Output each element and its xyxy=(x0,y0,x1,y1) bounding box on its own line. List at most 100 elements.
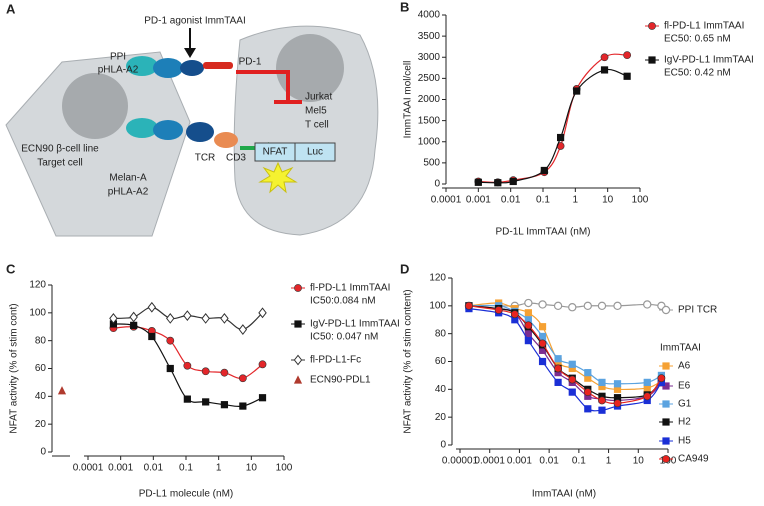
x-tick-label: 0.01 xyxy=(501,195,521,206)
point xyxy=(568,364,576,373)
x-tick-label: 0.1 xyxy=(179,463,193,474)
pd-1 xyxy=(203,62,233,69)
point xyxy=(613,394,622,402)
point xyxy=(294,320,302,328)
y-tick-label: 3500 xyxy=(418,31,441,42)
point xyxy=(661,305,671,315)
y-tick-label: 0 xyxy=(440,440,446,451)
y-tick-label: 0 xyxy=(40,447,46,458)
point xyxy=(538,332,547,341)
point xyxy=(584,405,592,413)
x-tick-label: 1 xyxy=(573,195,579,206)
label: PD-1 agonist ImmTAAI xyxy=(144,16,246,27)
point xyxy=(583,301,593,311)
arrow-head xyxy=(184,48,196,58)
point xyxy=(201,367,210,376)
point xyxy=(613,399,622,408)
point xyxy=(583,388,592,397)
y-tick-label: 1000 xyxy=(418,136,441,147)
label: T cell xyxy=(305,120,329,131)
point xyxy=(130,321,138,329)
point xyxy=(166,364,174,373)
y-tick-label: 20 xyxy=(435,412,447,423)
x-tick-label: 0.01 xyxy=(539,456,559,467)
point xyxy=(57,386,67,395)
x-tick-label: 10 xyxy=(602,195,614,206)
x-tick-label: 0.00001 xyxy=(442,456,479,467)
luc-box xyxy=(294,142,336,162)
point xyxy=(598,406,606,414)
point xyxy=(623,72,631,80)
point xyxy=(166,312,175,324)
label: NFAT xyxy=(263,147,288,158)
panel-a: A PD-1 agonist ImmTAAI PPI pHLA-A2 PD-1 … xyxy=(5,1,379,237)
y-axis-title: NFAT activity (% of stim cont) xyxy=(9,303,20,433)
fit-curve xyxy=(113,326,263,380)
y-tick-label: 100 xyxy=(429,300,446,311)
legend-title: ImmTAAI xyxy=(660,343,701,354)
point xyxy=(556,133,565,142)
point xyxy=(657,374,666,383)
point xyxy=(643,378,651,386)
point xyxy=(597,301,607,311)
point xyxy=(524,337,532,345)
nucleus xyxy=(276,34,344,102)
point xyxy=(293,375,303,384)
point xyxy=(662,382,670,390)
x-tick-label: 0.001 xyxy=(507,456,532,467)
point xyxy=(643,392,652,401)
legend-label: E6 xyxy=(678,381,691,392)
label: CD3 xyxy=(226,153,246,164)
point xyxy=(554,355,562,363)
target-cell xyxy=(5,51,191,237)
point xyxy=(554,369,562,377)
label: pHLA-A2 xyxy=(108,187,149,198)
tcr xyxy=(186,122,214,142)
y-tick-label: 120 xyxy=(29,280,46,291)
molecule xyxy=(153,120,183,140)
legend-note: IC50: 0.047 nM xyxy=(310,332,378,343)
molecule xyxy=(126,118,158,138)
x-tick-label: 0.001 xyxy=(466,195,491,206)
point xyxy=(538,357,547,366)
point xyxy=(648,56,656,64)
fit-curve xyxy=(478,68,628,184)
x-tick-label: 0.0001 xyxy=(73,463,104,474)
point xyxy=(598,382,606,391)
legend-label: H2 xyxy=(678,417,691,428)
x-tick-label: 1 xyxy=(606,456,612,467)
point xyxy=(258,394,267,402)
point xyxy=(201,312,210,324)
x-tick-label: 100 xyxy=(632,195,649,206)
point xyxy=(258,307,267,319)
point xyxy=(568,375,577,384)
point xyxy=(553,301,563,311)
label: Luc xyxy=(307,147,323,158)
light-burst xyxy=(258,161,298,194)
legend-label: PPI TCR xyxy=(678,305,717,316)
point xyxy=(239,402,247,410)
x-tick-label: 100 xyxy=(276,463,293,474)
point xyxy=(183,310,192,322)
point xyxy=(494,179,502,187)
point xyxy=(147,301,157,313)
point xyxy=(129,311,138,323)
y-tick-label: 2000 xyxy=(418,94,441,105)
y-tick-label: 40 xyxy=(35,391,47,402)
label: pHLA-A2 xyxy=(98,65,139,76)
y-tick-label: 0 xyxy=(434,179,440,190)
label: PPI xyxy=(110,52,126,63)
point xyxy=(509,177,517,186)
legend-label: G1 xyxy=(678,399,692,410)
point xyxy=(613,301,622,311)
point xyxy=(524,321,533,330)
point xyxy=(568,388,576,396)
point xyxy=(554,364,562,373)
point xyxy=(524,316,532,324)
point xyxy=(540,166,548,175)
label: Melan-A xyxy=(109,173,147,184)
fit-curve xyxy=(468,304,662,385)
y-tick-label: 2500 xyxy=(418,73,441,84)
legend-label: A6 xyxy=(678,361,691,372)
